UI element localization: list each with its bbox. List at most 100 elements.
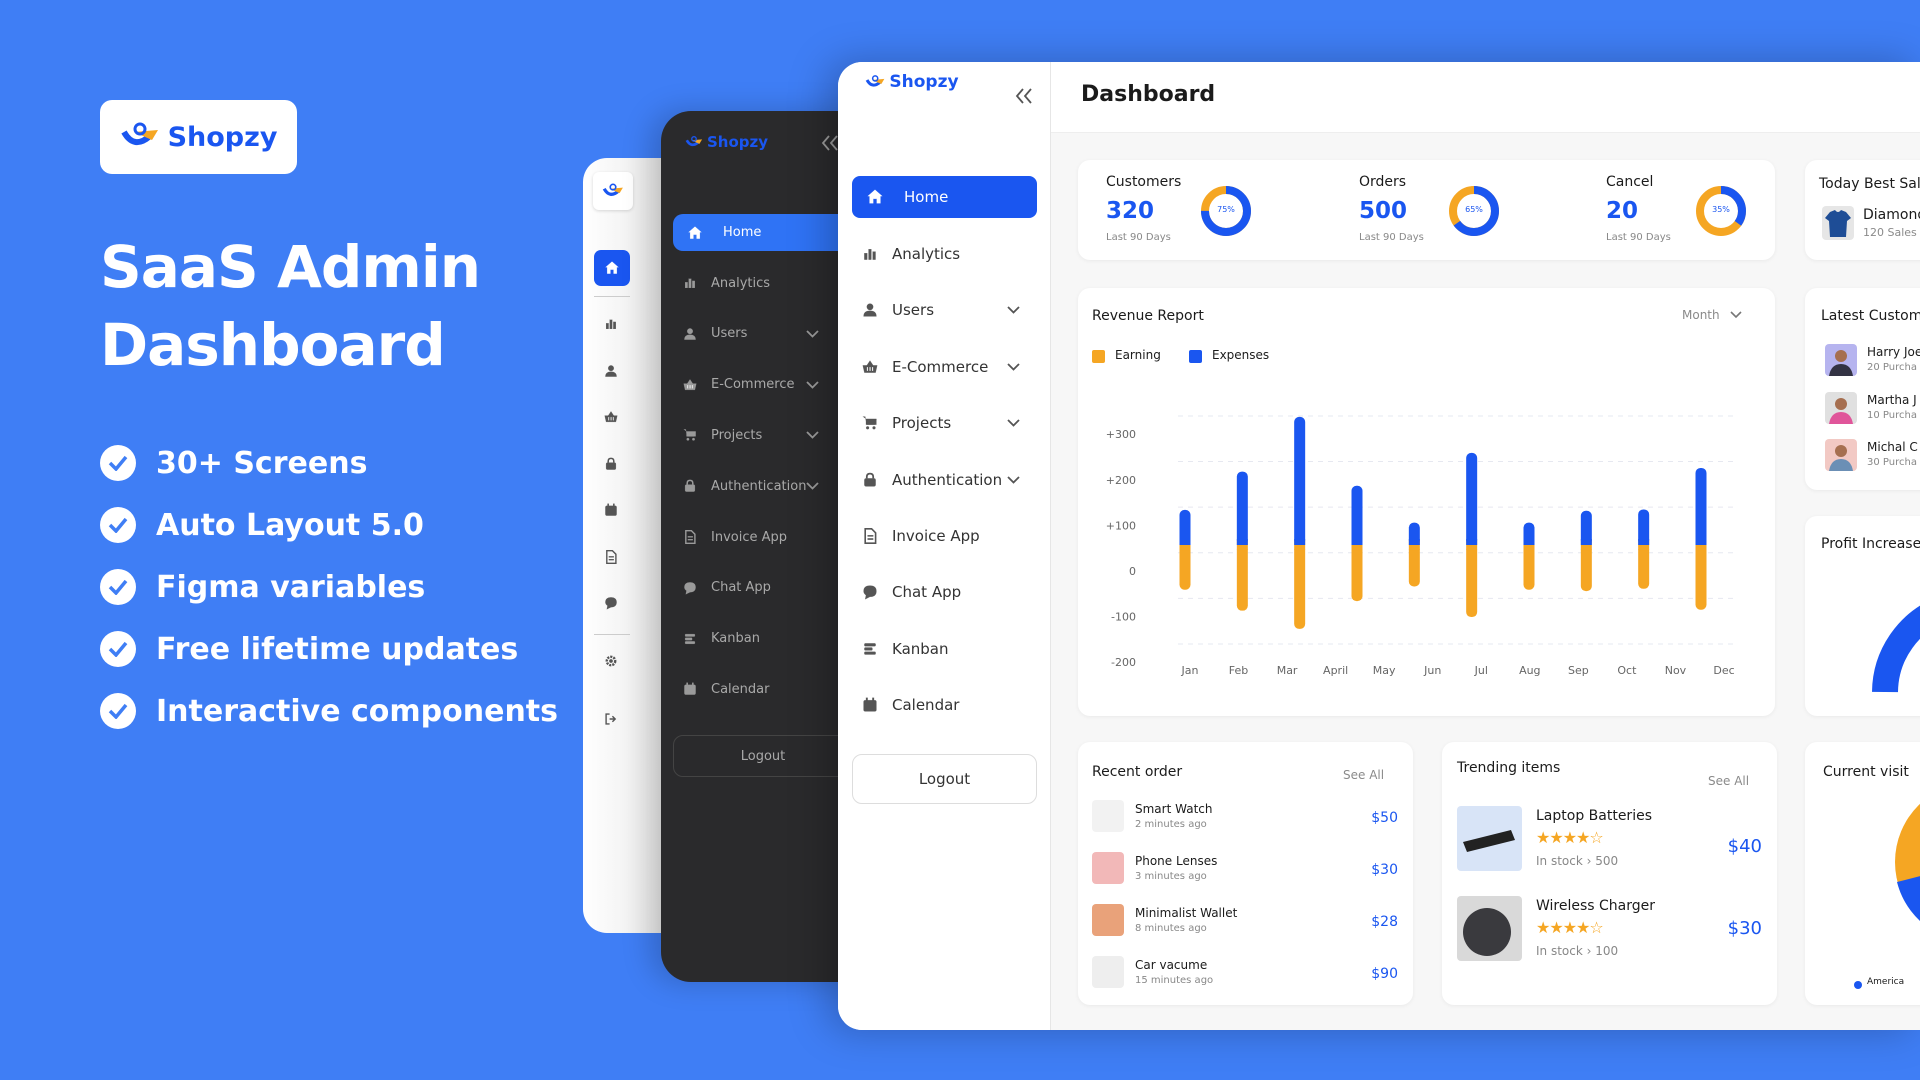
collapsed-nav-bar-chart[interactable] xyxy=(583,317,639,333)
chevron-down-icon xyxy=(1007,306,1020,315)
sidebar-item-invoice-app[interactable]: Invoice App xyxy=(683,525,849,549)
customer-avatar xyxy=(1825,344,1857,376)
stock-info: In stock › 500 xyxy=(1536,854,1619,868)
collapsed-nav-gear[interactable] xyxy=(583,654,639,670)
dashboard-window: Shopzy Home Analytics Users E-Commerce Projec… xyxy=(838,62,1920,1030)
y-tick-label: -100 xyxy=(1111,611,1136,624)
visit-pie xyxy=(1895,803,1920,921)
collapsed-nav-invoice[interactable] xyxy=(583,549,639,566)
card-title: Profit Increase xyxy=(1821,536,1920,552)
earning-bar xyxy=(1179,545,1191,590)
feature-label: 30+ Screens xyxy=(156,445,368,481)
earning-bar xyxy=(1638,545,1650,589)
sidebar-item-kanban[interactable]: Kanban xyxy=(862,637,1033,661)
collapsed-nav-lock[interactable] xyxy=(583,457,639,473)
latest-customers-card: Latest Custom Harry Joe 20 Purcha Martha J… xyxy=(1805,288,1920,490)
sidebar-item-invoice-app[interactable]: Invoice App xyxy=(862,524,1033,548)
star-filled-icon: ★ xyxy=(1562,918,1577,937)
sidebar-item-label: Chat App xyxy=(711,580,771,596)
stat-donut: 65% xyxy=(1448,185,1500,237)
sidebar-item-calendar[interactable]: Calendar xyxy=(683,677,849,701)
feature-list: 30+ Screens Auto Layout 5.0 Figma variable… xyxy=(100,432,558,742)
sidebar-item-label: Home xyxy=(723,225,762,240)
sidebar-item-analytics[interactable]: Analytics xyxy=(862,242,1033,266)
divider xyxy=(594,296,630,297)
sidebar-item-projects[interactable]: Projects xyxy=(683,423,849,447)
chevron-down-icon xyxy=(806,380,819,389)
order-name: Car vacume xyxy=(1135,958,1208,972)
stat-value: 500 xyxy=(1359,198,1408,224)
product-image xyxy=(1457,806,1522,871)
hero-line-1: SaaS Admin xyxy=(100,233,481,301)
invoice-icon xyxy=(683,530,697,544)
expenses-bar-cap xyxy=(1580,539,1592,546)
order-row[interactable]: Minimalist Wallet 8 minutes ago $28 xyxy=(1078,904,1413,944)
order-row[interactable]: Smart Watch 2 minutes ago $50 xyxy=(1078,800,1413,840)
sidebar-item-users[interactable]: Users xyxy=(862,298,1033,322)
stat-subtitle: Last 90 Days xyxy=(1606,232,1671,243)
stat-label: Customers xyxy=(1106,174,1182,190)
order-row[interactable]: Phone Lenses 3 minutes ago $30 xyxy=(1078,852,1413,892)
collapsed-nav-logout[interactable] xyxy=(583,712,639,728)
chevron-down-icon xyxy=(806,431,819,440)
legend-swatch-earning xyxy=(1092,350,1105,363)
sidebar-item-label: Home xyxy=(904,188,949,206)
check-circle-icon xyxy=(100,445,136,481)
x-tick-label: Nov xyxy=(1665,664,1687,677)
collapse-sidebar-icon[interactable] xyxy=(1015,88,1033,104)
sidebar-item-authentication[interactable]: Authentication xyxy=(683,474,849,498)
sidebar-item-home[interactable]: Home xyxy=(852,176,1037,218)
collapsed-nav-chat[interactable] xyxy=(583,596,639,612)
order-price: $28 xyxy=(1371,914,1398,930)
collapse-sidebar-icon[interactable] xyxy=(821,135,839,151)
period-dropdown[interactable]: Month xyxy=(1682,308,1742,322)
stat-donut: 35% xyxy=(1695,185,1747,237)
order-row[interactable]: Car vacume 15 minutes ago $90 xyxy=(1078,956,1413,996)
logout-button[interactable]: Logout xyxy=(852,754,1037,804)
sidebar-item-users[interactable]: Users xyxy=(683,322,849,346)
collapsed-nav-basket[interactable] xyxy=(583,410,639,426)
sidebar-item-home[interactable]: Home xyxy=(673,214,853,251)
logout-button[interactable]: Logout xyxy=(673,735,853,777)
sidebar-item-projects[interactable]: Projects xyxy=(862,411,1033,435)
expenses-bar-cap xyxy=(1179,539,1191,546)
see-all-link[interactable]: See All xyxy=(1708,774,1750,788)
sidebar-item-chat-app[interactable]: Chat App xyxy=(862,580,1033,604)
x-tick-label: April xyxy=(1323,664,1348,677)
collapsed-nav-user[interactable] xyxy=(583,364,639,380)
trending-item[interactable]: Wireless Charger ★★★★☆ In stock › 100 $30 xyxy=(1442,896,1777,966)
order-thumbnail xyxy=(1092,800,1124,832)
y-tick-label: +200 xyxy=(1106,474,1136,487)
chevron-down-icon xyxy=(806,330,819,338)
product-name: Wireless Charger xyxy=(1536,898,1656,914)
sidebar-item-calendar[interactable]: Calendar xyxy=(862,693,1033,717)
sidebar-item-e-commerce[interactable]: E-Commerce xyxy=(862,355,1033,379)
sidebar-item-kanban[interactable]: Kanban xyxy=(683,627,849,651)
trending-item[interactable]: Laptop Batteries ★★★★☆ In stock › 500 $40 xyxy=(1442,806,1777,876)
sidebar-item-chat-app[interactable]: Chat App xyxy=(683,576,849,600)
collapsed-nav-calendar[interactable] xyxy=(583,503,639,519)
star-filled-icon: ★ xyxy=(1549,918,1563,937)
product-name: Diamond xyxy=(1863,207,1920,223)
brand-name: Shopzy xyxy=(167,121,278,153)
expenses-bar xyxy=(1580,510,1592,546)
y-tick-label: -200 xyxy=(1111,656,1136,669)
logo-icon xyxy=(120,122,158,145)
earning-bar xyxy=(1580,545,1592,592)
logo-button[interactable] xyxy=(593,172,633,210)
card-title: Trending items xyxy=(1457,760,1561,776)
x-tick-label: Aug xyxy=(1519,664,1540,677)
sidebar-item-analytics[interactable]: Analytics xyxy=(683,271,849,295)
customer-purchases: 30 Purcha xyxy=(1867,457,1917,468)
earning-bar xyxy=(1523,545,1535,590)
see-all-link[interactable]: See All xyxy=(1343,768,1385,782)
sidebar-item-label: Analytics xyxy=(711,275,771,291)
sidebar-item-authentication[interactable]: Authentication xyxy=(862,468,1033,492)
collapsed-nav-home[interactable] xyxy=(594,250,630,286)
sidebar-item-e-commerce[interactable]: E-Commerce xyxy=(683,373,849,397)
sidebar-item-label: E-Commerce xyxy=(892,357,989,376)
star-empty-icon: ☆ xyxy=(1589,828,1603,847)
product-image xyxy=(1822,206,1854,240)
calendar-icon xyxy=(862,697,878,713)
check-circle-icon xyxy=(100,631,136,667)
